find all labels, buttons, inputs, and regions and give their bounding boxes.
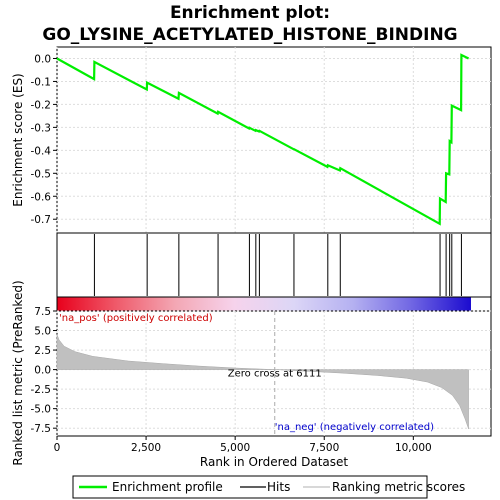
ranking-metric-area bbox=[56, 334, 469, 430]
metric-axis-label: Ranked list metric (PreRanked) bbox=[11, 280, 25, 465]
hits-panel bbox=[56, 232, 492, 298]
metric-tick-label: -2.5 bbox=[31, 384, 52, 396]
es-axis-label: Enrichment score (ES) bbox=[11, 73, 25, 206]
zero-cross-label: Zero cross at 6111 bbox=[228, 369, 322, 380]
chart-title-line1: Enrichment plot: bbox=[170, 3, 330, 23]
legend: Enrichment profile Hits Ranking metric s… bbox=[72, 475, 465, 499]
es-ticks: 0.0 -0.1 -0.2 -0.3 -0.4 -0.5 -0.6 -0.7 bbox=[31, 53, 57, 226]
enrichment-profile-line bbox=[56, 53, 470, 226]
metric-tick-label: 7.5 bbox=[34, 306, 51, 318]
hits-panel-frame bbox=[56, 232, 492, 298]
metric-panel: Zero cross at 6111 'na_pos' (positively … bbox=[31, 306, 492, 437]
es-tick-label: 0.0 bbox=[34, 53, 51, 65]
es-panel-frame bbox=[56, 46, 492, 234]
metric-tick-label: -5.0 bbox=[31, 404, 52, 416]
es-tick-label: -0.5 bbox=[31, 168, 52, 180]
x-tick-label: 2,500 bbox=[131, 442, 161, 454]
x-axis-label: Rank in Ordered Dataset bbox=[200, 455, 348, 469]
metric-tick-label: 0.0 bbox=[34, 365, 51, 377]
x-tick-label: 10,000 bbox=[395, 442, 432, 454]
legend-hits-label: Hits bbox=[267, 480, 290, 494]
es-tick-label: -0.6 bbox=[31, 191, 52, 203]
es-tick-label: -0.7 bbox=[31, 214, 52, 226]
metric-tick-label: 2.5 bbox=[34, 345, 51, 357]
legend-es-label: Enrichment profile bbox=[112, 480, 223, 494]
metric-tick-label: 5.0 bbox=[34, 326, 51, 338]
x-axis-ticks: 0 2,500 5,000 7,500 10,000 bbox=[54, 436, 432, 454]
es-panel: 0.0 -0.1 -0.2 -0.3 -0.4 -0.5 -0.6 -0.7 bbox=[31, 46, 492, 234]
metric-ticks: 7.5 5.0 2.5 0.0 -2.5 -5.0 -7.5 bbox=[31, 306, 57, 435]
legend-metric-label: Ranking metric scores bbox=[332, 480, 465, 494]
es-tick-label: -0.1 bbox=[31, 76, 52, 88]
negative-label: 'na_neg' (negatively correlated) bbox=[275, 422, 434, 433]
positive-label: 'na_pos' (positively correlated) bbox=[59, 313, 213, 324]
x-tick-label: 5,000 bbox=[220, 442, 250, 454]
es-tick-label: -0.2 bbox=[31, 99, 52, 111]
x-tick-label: 7,500 bbox=[309, 442, 339, 454]
es-tick-label: -0.3 bbox=[31, 122, 52, 134]
metric-grid bbox=[56, 310, 491, 436]
ranking-heatmap-bar bbox=[57, 297, 471, 311]
metric-tick-label: -7.5 bbox=[31, 423, 52, 435]
x-tick-label: 0 bbox=[54, 442, 61, 454]
chart-title-line2: GO_LYSINE_ACETYLATED_HISTONE_BINDING bbox=[42, 25, 457, 45]
es-tick-label: -0.4 bbox=[31, 145, 52, 157]
hit-lines bbox=[93, 234, 462, 296]
